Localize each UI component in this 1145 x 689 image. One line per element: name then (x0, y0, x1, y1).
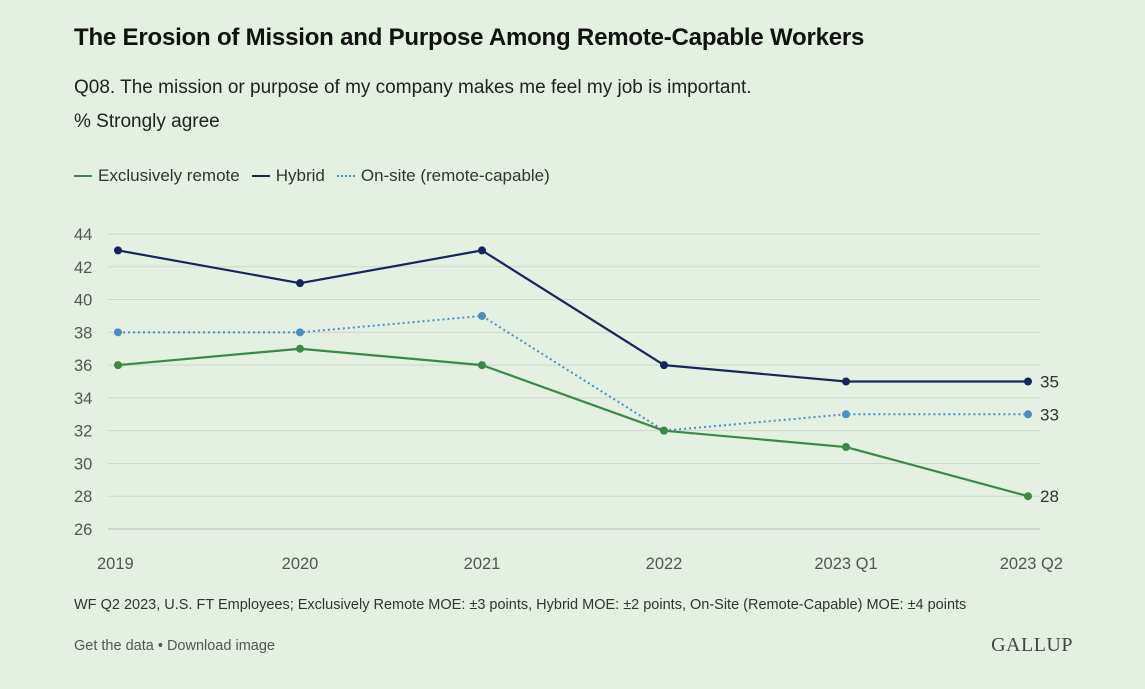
data-point (478, 361, 486, 370)
get-data-link[interactable]: Get the data (74, 638, 154, 654)
x-tick-label: 2021 (464, 555, 501, 573)
gallup-logo: GALLUP (991, 634, 1073, 656)
y-tick-label: 44 (74, 226, 92, 244)
legend-item-on-site: On-site (remote-capable) (336, 166, 550, 186)
data-point (842, 377, 850, 386)
footer-separator: • (153, 638, 167, 654)
x-tick-label: 2023 Q1 (814, 555, 877, 573)
y-tick-label: 38 (74, 324, 92, 342)
x-tick-label: 2022 (646, 555, 683, 573)
y-tick-label: 26 (74, 521, 92, 539)
y-tick-label: 36 (74, 357, 92, 375)
download-image-link[interactable]: Download image (166, 638, 275, 654)
legend-swatch-exclusively-remote (74, 175, 92, 177)
end-value-label: 35 (1040, 373, 1059, 392)
data-point (1024, 410, 1032, 419)
series-line (117, 347, 1029, 498)
data-point (296, 279, 304, 288)
x-tick-label: 2020 (282, 555, 319, 573)
data-point (1024, 377, 1032, 386)
data-point (114, 361, 122, 370)
chart-title: The Erosion of Mission and Purpose Among… (74, 24, 865, 51)
y-tick-label: 28 (74, 488, 92, 506)
y-tick-label: 34 (74, 390, 92, 408)
end-value-label: 33 (1040, 405, 1059, 424)
end-value-label: 28 (1040, 487, 1059, 506)
data-point (660, 361, 668, 370)
legend-item-exclusively-remote: Exclusively remote (74, 166, 240, 186)
legend-label-on-site: On-site (remote-capable) (360, 166, 550, 185)
legend-label-exclusively-remote: Exclusively remote (98, 166, 240, 185)
data-point (842, 410, 850, 419)
x-tick-label: 2019 (97, 555, 134, 573)
data-point (296, 328, 304, 337)
y-tick-label: 42 (74, 259, 92, 277)
y-tick-label: 30 (74, 455, 92, 473)
y-tick-label: 40 (74, 292, 92, 310)
data-point (114, 328, 122, 337)
data-point (114, 246, 122, 255)
legend-label-hybrid: Hybrid (275, 166, 325, 185)
data-point (296, 344, 304, 353)
legend-item-hybrid: Hybrid (251, 166, 325, 186)
data-point (842, 443, 850, 452)
chart-subtitle: Q08. The mission or purpose of my compan… (74, 77, 752, 98)
legend-swatch-hybrid (251, 175, 270, 177)
data-point (478, 311, 486, 320)
data-point (478, 246, 486, 255)
footer-links: Get the data • Download image (74, 638, 275, 654)
data-point (660, 426, 668, 435)
chart-measure: % Strongly agree (74, 111, 220, 132)
y-tick-label: 32 (74, 423, 92, 441)
legend: Exclusively remote Hybrid On-site (remot… (74, 166, 550, 186)
series-line (118, 314, 1028, 432)
legend-swatch-on-site (336, 175, 355, 177)
data-point (1024, 492, 1032, 501)
series-line (117, 249, 1028, 383)
source-note: WF Q2 2023, U.S. FT Employees; Exclusive… (74, 597, 967, 613)
x-tick-label: 2023 Q2 (1000, 555, 1063, 573)
